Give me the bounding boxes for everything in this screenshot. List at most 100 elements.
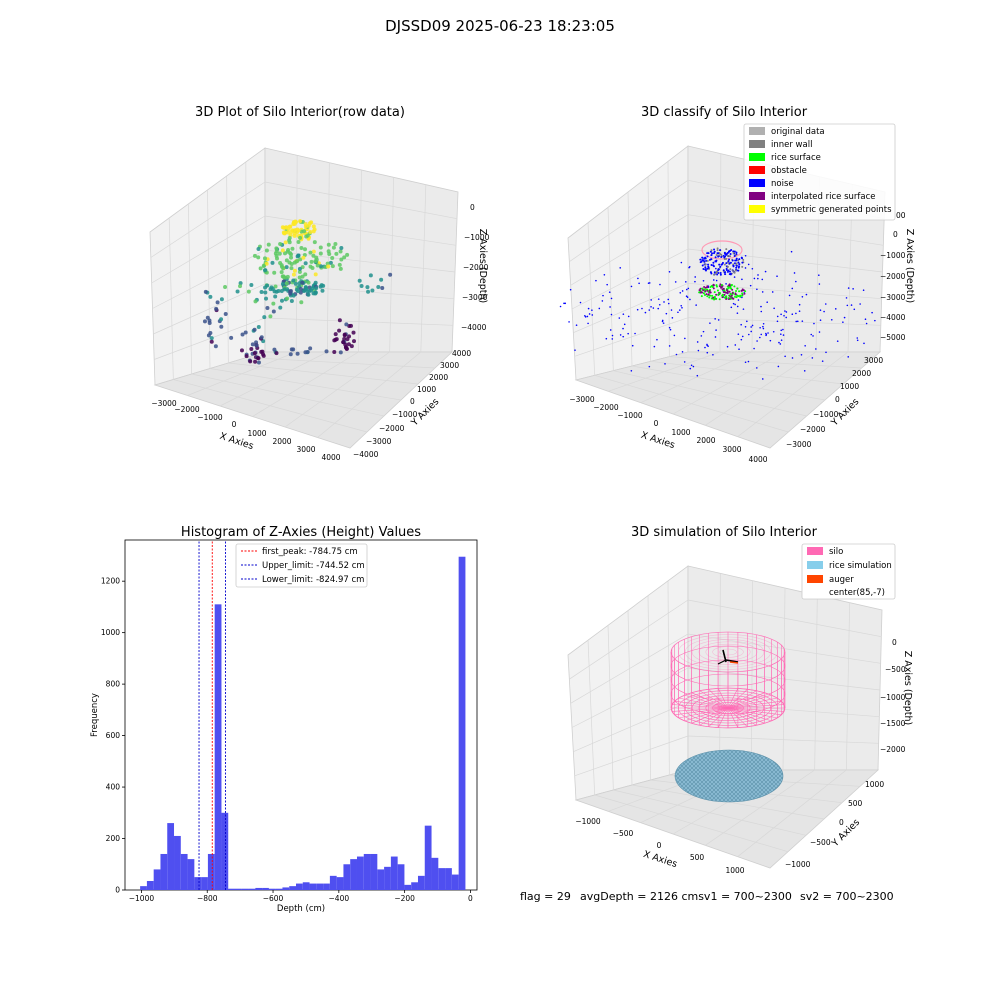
y-tick-label: 400 [106, 783, 121, 792]
histogram-bar [153, 869, 161, 890]
inner-wall-point [712, 264, 715, 267]
raw-z-tick: 0 [470, 203, 475, 212]
raw-point [314, 255, 319, 260]
histogram-bar [431, 857, 439, 890]
noise-point [694, 280, 696, 283]
inner-wall-point [719, 249, 722, 252]
classify-x-tick: −3000 [569, 395, 595, 404]
raw-point [298, 219, 303, 224]
raw-point [253, 299, 258, 304]
noise-point [776, 275, 778, 278]
histogram-bar [187, 859, 195, 890]
inner-wall-point [742, 258, 745, 261]
noise-point [784, 310, 786, 312]
noise-point [603, 274, 606, 276]
raw-point [272, 347, 277, 352]
noise-point [800, 353, 803, 356]
classify-z-tick: −1000 [880, 251, 906, 260]
raw-point [313, 280, 318, 285]
rice-surface-point [712, 296, 715, 299]
raw-point [300, 280, 305, 285]
silo-spoke [691, 707, 729, 724]
raw-point [259, 335, 264, 340]
raw-point [337, 328, 342, 333]
classify-legend-box [743, 123, 896, 221]
noise-point [790, 250, 793, 253]
noise-point [668, 271, 671, 273]
inner-wall-point [723, 258, 726, 261]
legend-swatch [807, 547, 823, 555]
inner-wall-point [738, 263, 741, 266]
rice-surface-point [715, 293, 718, 296]
rice-surface-point [706, 295, 709, 298]
raw-point [303, 247, 308, 252]
noise-point [656, 338, 658, 341]
noise-point [761, 278, 764, 281]
inner-wall-point [729, 253, 732, 256]
raw-point [243, 330, 248, 335]
inner-wall-point [714, 260, 717, 263]
histogram-bar [241, 888, 249, 890]
rice-surface-point [706, 286, 709, 289]
noise-point [751, 324, 754, 327]
noise-point [779, 343, 782, 345]
raw-point [244, 354, 249, 359]
noise-point [748, 333, 750, 336]
inner-wall-point [731, 259, 734, 262]
noise-point [681, 351, 684, 353]
raw-point [266, 242, 271, 247]
rice-surface-point [701, 287, 704, 290]
silo-spoke [727, 690, 757, 709]
raw-point [235, 289, 240, 294]
histogram-bar [377, 869, 385, 890]
classify-z-ticks: 00 0 −1000 −2000 −3000 −4000 −5000 [880, 211, 906, 342]
legend-swatch [749, 153, 765, 161]
raw-point [282, 287, 287, 292]
histogram-bar [404, 884, 412, 890]
noise-point [609, 329, 612, 331]
grid-line [154, 317, 266, 360]
noise-point [856, 339, 859, 342]
rice-surface-point [722, 291, 725, 294]
classify-y-tick: 0 [835, 395, 840, 404]
simulation-legend: silo rice simulation auger center(85,-7) [801, 543, 896, 600]
inner-wall-point [706, 259, 709, 262]
noise-point [740, 323, 742, 326]
grid-line [317, 351, 422, 438]
classify-x-tick: 1000 [671, 428, 690, 437]
raw-point [318, 245, 323, 250]
raw-point [278, 305, 283, 310]
grid-line [264, 317, 454, 326]
rice-surface-point [712, 283, 715, 286]
raw-point [319, 283, 324, 288]
noise-point [662, 322, 665, 324]
raw-point [338, 249, 343, 254]
histogram-bar [309, 883, 317, 890]
raw-point [308, 346, 313, 351]
noise-point [804, 345, 806, 347]
raw-point [264, 248, 269, 253]
panel-classify-3d: 3D classify of Silo Interior X Axies Y A… [559, 105, 915, 464]
raw-point [299, 300, 304, 305]
noise-point [564, 302, 567, 305]
noise-point [648, 365, 651, 368]
raw-point [262, 268, 267, 273]
noise-point [847, 356, 850, 358]
raw-point [252, 351, 257, 356]
silo-spoke [671, 704, 729, 709]
legend-label: silo [829, 547, 843, 557]
raw-point [288, 352, 293, 357]
raw-point [202, 319, 207, 324]
noise-point [680, 304, 683, 307]
sim-x-tick: 1000 [725, 866, 744, 875]
noise-point [704, 346, 706, 349]
noise-point [717, 319, 720, 321]
noise-point [634, 332, 636, 335]
noise-point [812, 335, 814, 337]
noise-point [782, 328, 784, 331]
noise-point [684, 281, 687, 283]
noise-point [850, 304, 853, 306]
noise-point [658, 303, 661, 306]
raw-point [318, 251, 323, 256]
classify-y-tick: 2000 [852, 369, 871, 378]
